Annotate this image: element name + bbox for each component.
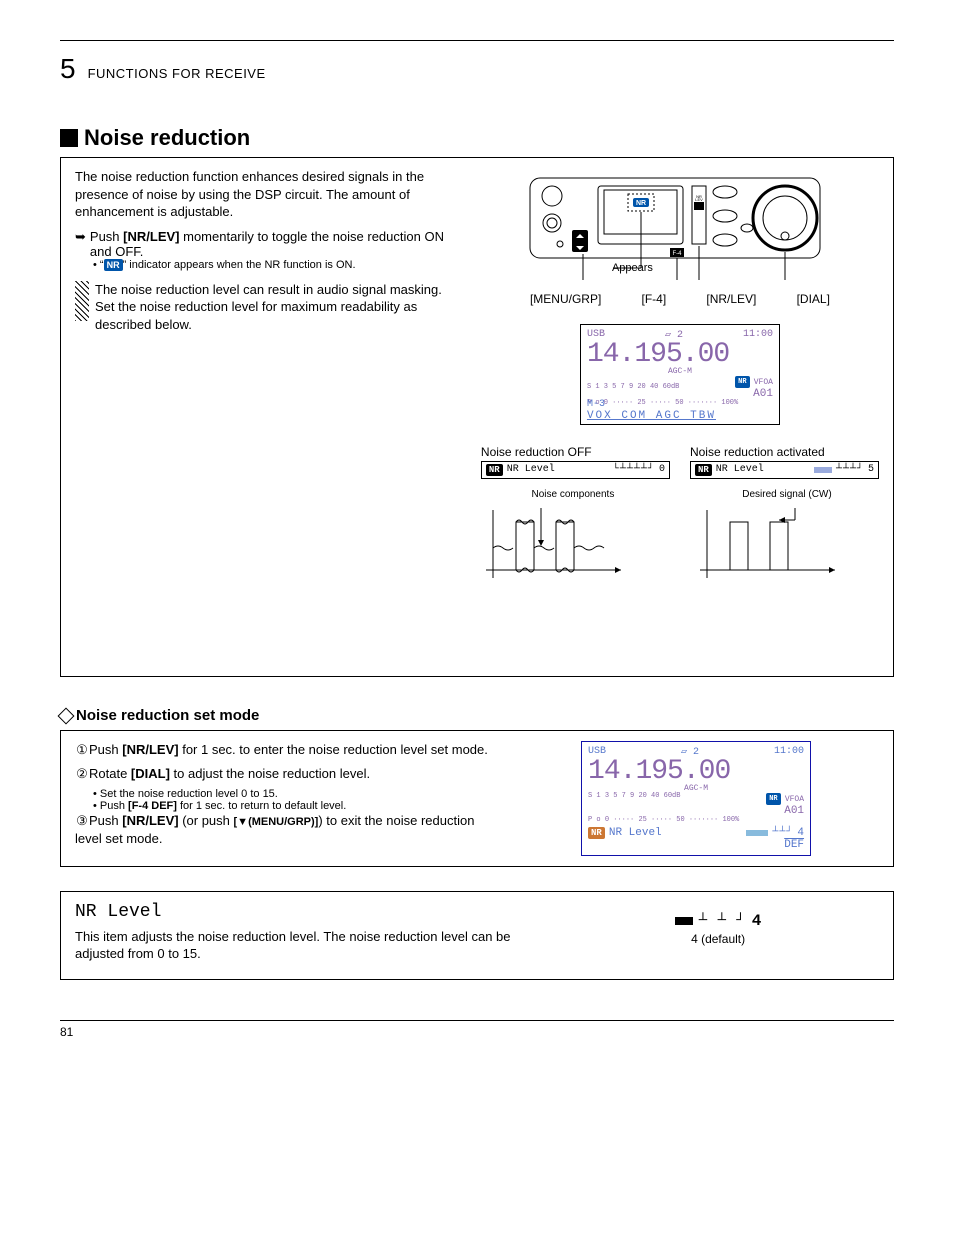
page-number: 81 [60,1020,894,1039]
diamond-icon [58,707,75,724]
setmode-steps: ①Push [NR/LEV] for 1 sec. to enter the n… [75,741,493,856]
lcd2-nrlevel-row: NR NR Level ┴┴┘ 4 [588,827,804,839]
signal-diagrams: Noise components [481,489,879,580]
setmode-lcd-col: USB ▱ 2 11:00 14.195.00 AGC-M S 1 3 5 7 … [513,741,879,856]
step-1: ①Push [NR/LEV] for 1 sec. to enter the n… [75,741,493,759]
step-push-nrlev: ➥ Push [NR/LEV] momentarily to toggle th… [75,229,461,259]
subsection-title-text: Noise reduction set mode [76,707,259,724]
step-note: • “NR” indicator appears when the NR fun… [93,259,461,271]
chapter-title: FUNCTIONS FOR RECEIVE [88,66,266,81]
arrow-icon: ➥ [75,229,86,259]
lcd2-def: DEF [588,839,804,851]
nr-icon: NR [695,464,712,476]
nr-badge-icon: NR [104,259,123,271]
lcd-m3: M-3 [587,399,605,410]
svg-text:NR: NR [636,200,646,207]
nr-off-title: Noise reduction OFF [481,445,670,459]
svg-text:F-4: F-4 [672,251,682,257]
left-column: The noise reduction function enhances de… [75,168,461,666]
page-header: 5 FUNCTIONS FOR RECEIVE [60,53,894,85]
right-column: NR F-4 NR LEV [481,168,879,666]
nrlevel-default-display: ┴ ┴ ┘ 4 4 (default) [557,902,879,946]
step-3: ③Push [NR/LEV] (or push [▼(MENU/GRP)]) t… [75,812,493,847]
chapter-number: 5 [60,53,76,85]
label-f4: [F-4] [642,292,667,306]
setmode-box: ①Push [NR/LEV] for 1 sec. to enter the n… [60,730,894,867]
caution-text: The noise reduction level can result in … [95,281,461,334]
nr-comparison: Noise reduction OFF NR NR Level └┴┴┴┴┘ 0… [481,445,879,479]
nr-off-value: 0 [659,464,665,475]
setmode-lcd: USB ▱ 2 11:00 14.195.00 AGC-M S 1 3 5 7 … [581,741,811,856]
signal-noise-diagram [481,500,631,580]
step-2-note-1: • Set the noise reduction level 0 to 15. [93,788,493,800]
nrlevel-desc: This item adjusts the noise reduction le… [75,928,517,963]
label-menugrp: [MENU/GRP] [530,292,601,306]
lcd-time: 11:00 [743,329,773,341]
lcd-smeter: S 1 3 5 7 9 20 40 60dB NR VFOA A01 P o 0… [587,376,773,408]
desired-signal-label: Desired signal (CW) [695,489,879,500]
lcd-frequency: 14.195.00 [587,341,773,369]
section-marker [60,129,78,147]
caution-block: The noise reduction level can result in … [75,281,461,334]
nr-off-bar: NR NR Level └┴┴┴┴┘ 0 [481,461,670,479]
noise-components-label: Noise components [481,489,665,500]
nrlevel-value: 4 [752,912,762,930]
control-labels: [MENU/GRP] [F-4] [NR/LEV] [DIAL] [530,292,830,306]
label-dial: [DIAL] [797,292,830,306]
section-title: Noise reduction [60,125,894,151]
main-content-box: The noise reduction function enhances de… [60,157,894,677]
appears-label: Appears [612,262,653,274]
label-nrlev: [NR/LEV] [706,292,756,306]
nr-on-bar: NR NR Level ┴┴┴┘ 5 [690,461,879,479]
lcd-menu-bar: VOX COM AGC TBW [587,410,773,422]
step-2-note-2: • Push [F-4 DEF] for 1 sec. to return to… [93,800,493,812]
section-title-text: Noise reduction [84,125,250,151]
device-drawing: NR F-4 NR LEV [520,168,840,306]
nr-on-title: Noise reduction activated [690,445,879,459]
caution-hatch-icon [75,281,89,321]
svg-text:LEV: LEV [695,197,703,202]
signal-clean-diagram [695,500,845,580]
step-text: Push [NR/LEV] momentarily to toggle the … [90,229,461,259]
subsection-title: Noise reduction set mode [60,707,894,724]
lcd-display: USB ▱ 2 11:00 14.195.00 AGC-M S 1 3 5 7 … [580,324,780,425]
nrlevel-title: NR Level [75,902,517,922]
lcd-nr-icon: NR [735,376,749,388]
nr-on-value: 5 [868,464,874,475]
nr-icon: NR [486,464,503,476]
nrlevel-default-text: 4 (default) [557,932,879,946]
intro-text: The noise reduction function enhances de… [75,168,461,221]
step-2: ②Rotate [DIAL] to adjust the noise reduc… [75,765,493,783]
nrlevel-description-box: NR Level This item adjusts the noise red… [60,891,894,980]
